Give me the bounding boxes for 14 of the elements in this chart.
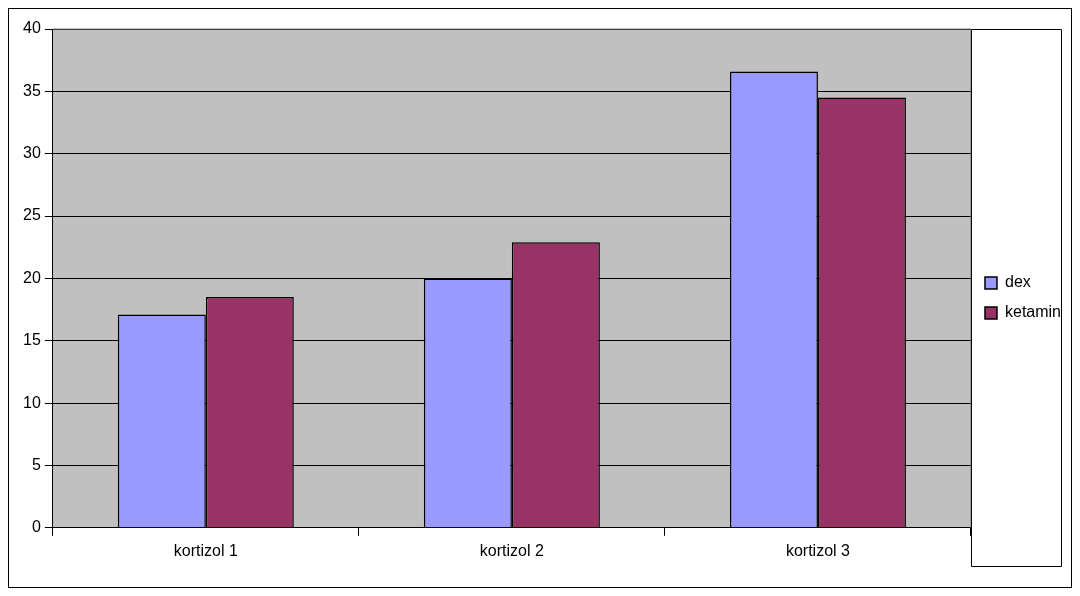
y-tick-label: 30 — [23, 144, 41, 162]
x-tick-label: kortizol 2 — [479, 541, 544, 559]
y-tick-label: 10 — [23, 393, 41, 411]
y-tick-label: 15 — [23, 331, 41, 349]
y-tick-label: 35 — [23, 81, 41, 99]
legend-label: dex — [1004, 273, 1031, 291]
y-tick-label: 40 — [23, 19, 41, 37]
y-tick-label: 0 — [31, 518, 41, 536]
y-tick-label: 25 — [23, 206, 41, 224]
x-tick-label: kortizol 1 — [173, 541, 238, 559]
y-tick-label: 20 — [23, 268, 41, 286]
legend-label: ketamin — [1004, 303, 1062, 321]
x-tick-label: kortizol 3 — [785, 541, 851, 559]
y-tick-label: 5 — [31, 455, 41, 473]
